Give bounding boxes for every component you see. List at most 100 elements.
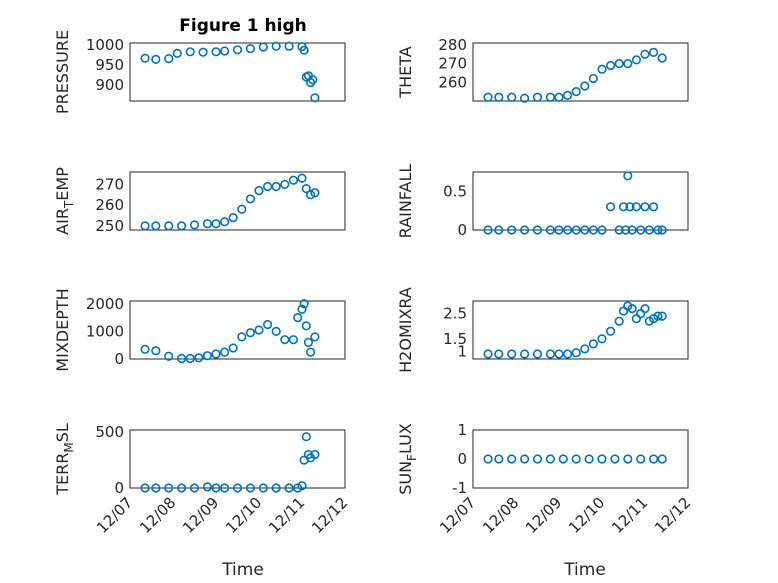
y-tick-label: 2000 [86,295,124,313]
data-point [301,183,311,194]
data-point [644,225,654,235]
data-point [571,348,581,358]
data-point [211,219,221,229]
subplot-sunflux: -1 0 1 SUNFLUX 12/07 12/08 12/09 12/10 12/11 12/1… [396,421,694,537]
data-point [288,335,299,345]
data-point [507,92,517,102]
y-tick-label: -1 [452,479,467,497]
data-point [631,202,642,212]
data-point [584,454,594,464]
data-point [254,325,264,335]
data-point [220,483,230,493]
data-point [623,454,633,464]
data-point [657,53,667,63]
data-point [140,53,150,63]
data-point [558,454,568,464]
data-point [140,344,150,354]
data-point [172,48,182,59]
data-point [288,175,299,185]
data-point [151,483,161,493]
data-point [545,225,556,235]
data-point [653,311,663,321]
data-point [232,45,243,55]
data-point [554,92,564,102]
data-point [308,75,318,85]
y-axis-label: RAINFALL [396,164,415,239]
data-point [151,54,161,65]
data-point [194,353,204,363]
data-point [532,92,543,102]
data-point [177,221,187,231]
x-tick-label: 12/11 [608,494,651,537]
y-tick-label: 270 [438,55,467,73]
data-point [254,186,264,196]
data-point [185,353,195,364]
data-point [177,483,187,493]
data-point [545,349,556,359]
data-point [580,81,590,91]
data-point [198,47,208,57]
data-point [263,319,273,330]
data-point [228,343,238,353]
data-point [597,225,607,235]
data-point [151,346,161,356]
y-tick-label: 280 [438,36,467,54]
data-point [648,454,659,464]
y-tick-label: 1 [457,342,467,360]
data-point [571,87,581,97]
data-point [554,349,564,359]
data-point [263,181,273,192]
x-tick-label: 12/08 [479,494,522,537]
data-point [185,47,195,57]
data-point [299,299,309,309]
data-point [164,351,174,361]
y-axis-label: PRESSURE [53,30,72,114]
x-tick-label: 12/08 [136,494,179,537]
data-point [211,47,221,57]
data-point [310,188,320,198]
data-point [554,225,564,235]
data-point [640,49,650,59]
data-point [232,483,243,493]
data-point [631,55,642,65]
data-point [494,454,504,464]
data-point [220,46,230,56]
data-point [189,220,200,230]
data-point [151,221,161,231]
subplot-terrmsl: 0 500 TERRMSL 12/07 12/08 12/09 12/10 12/11 12/1… [53,423,351,537]
data-point [293,312,303,323]
y-tick-label: 500 [95,423,124,441]
y-tick-label: 0.5 [443,182,467,200]
data-point [271,181,281,192]
y-tick-label: 0 [114,350,124,368]
data-point [597,334,607,344]
y-tick-label: 270 [95,175,124,193]
data-point [627,225,637,235]
data-point [545,454,556,464]
data-point [597,454,607,464]
data-point [623,58,633,69]
y-tick-label: 900 [95,76,124,94]
data-point [636,454,646,464]
data-point [306,190,316,200]
x-tick-label: 12/12 [651,494,694,537]
y-axis-label: SUNFLUX [396,423,419,495]
data-point [519,454,530,464]
data-point [621,225,631,235]
data-point [588,339,599,349]
data-point [618,202,629,212]
data-point [494,92,504,102]
y-tick-label: 2.5 [443,305,467,323]
data-point [303,337,314,348]
x-axis-label-right: Time [563,560,606,580]
x-tick-label: 12/10 [222,494,265,537]
x-tick-label: 12/12 [308,494,351,537]
data-point [202,351,212,361]
data-point [532,454,543,464]
data-point [297,481,307,491]
data-point [310,332,320,342]
y-tick-label: 1.5 [443,330,467,348]
data-point [605,202,616,212]
